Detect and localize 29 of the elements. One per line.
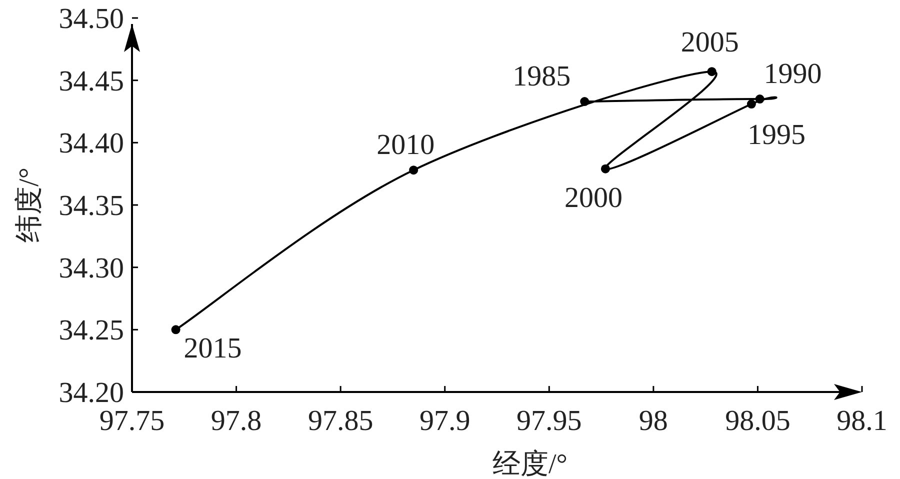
y-tick-label: 34.30	[58, 252, 124, 284]
x-tick-label: 98	[638, 405, 668, 437]
annotation: 1995	[747, 119, 806, 152]
x-tick-label: 97.8	[210, 405, 262, 437]
annotation: 1990	[764, 58, 822, 90]
annotation: 2010	[376, 129, 435, 162]
x-tick-label: 97.85	[308, 405, 374, 437]
y-tick-label: 34.35	[58, 190, 124, 222]
point	[409, 166, 418, 175]
annotation: 2015	[184, 332, 242, 365]
annotation: 2005	[680, 26, 739, 59]
point	[171, 325, 180, 334]
x-tick-label: 98.05	[725, 405, 790, 437]
annotation: 2000	[564, 182, 622, 214]
y-tick-label: 34.25	[58, 314, 124, 347]
y-tick-label: 34.45	[58, 65, 124, 98]
point	[600, 164, 610, 174]
point	[707, 67, 716, 76]
point	[755, 94, 764, 104]
x-tick-label: 97.95	[516, 405, 582, 437]
x-tick-label: 97.9	[419, 405, 470, 437]
x-axis-title: 经度/°	[492, 449, 568, 479]
x-tick-label: 98.1	[836, 405, 888, 437]
y-tick-label: 34.50	[58, 3, 124, 35]
point	[580, 97, 590, 106]
y-tick-label: 34.40	[58, 128, 124, 160]
y-axis-title: 纬度/°	[14, 168, 45, 242]
point	[746, 100, 756, 109]
annotation: 1985	[512, 60, 571, 93]
